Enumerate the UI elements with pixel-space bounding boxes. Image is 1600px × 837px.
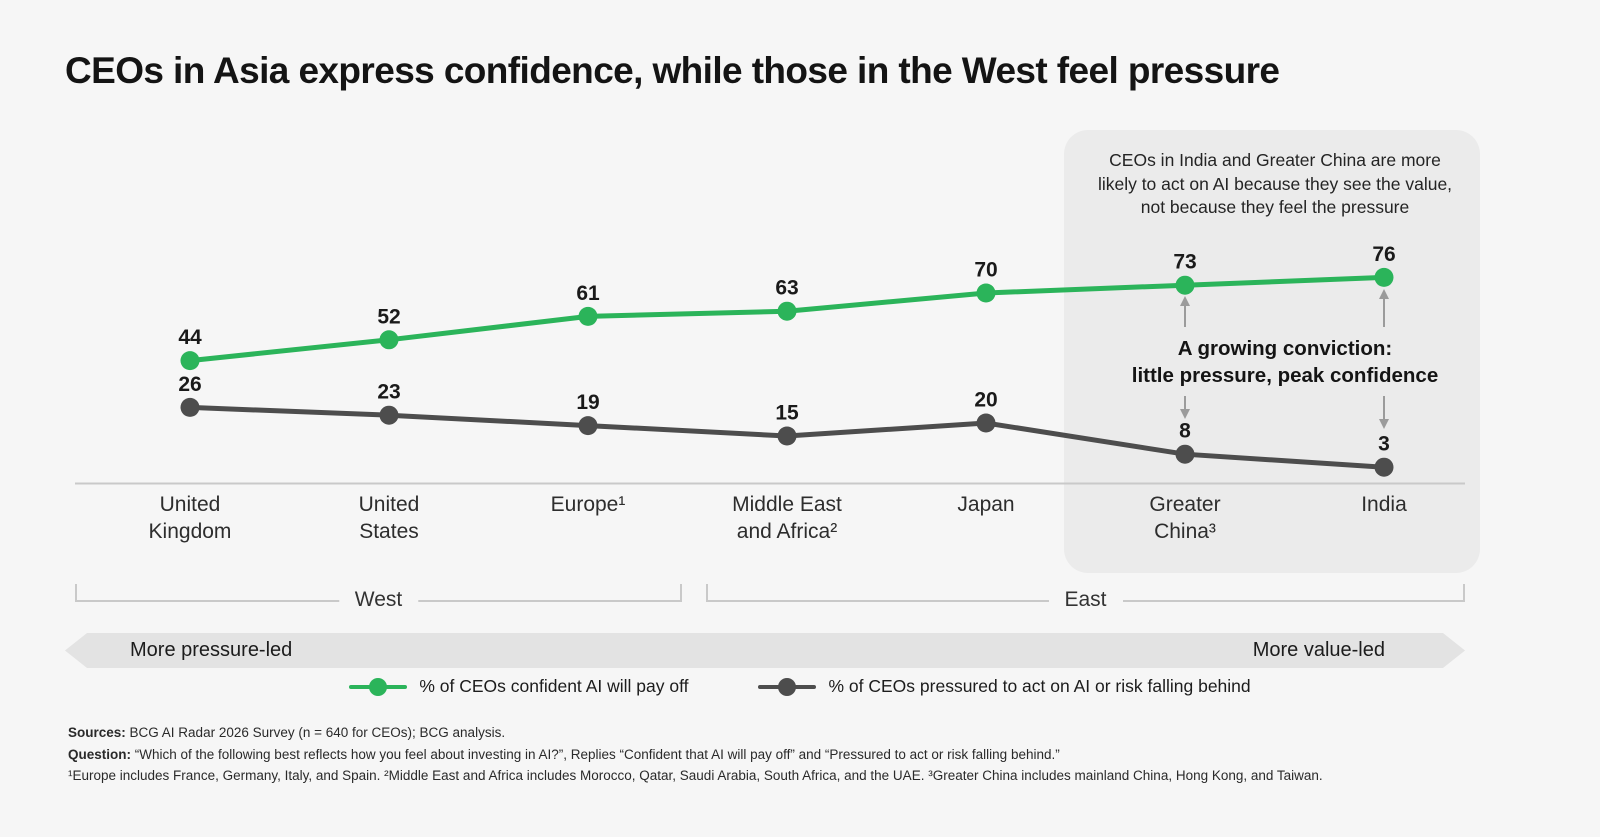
value-label: 23: [377, 381, 400, 404]
value-label: 26: [178, 373, 201, 396]
highlight-note-line: not because they feel the pressure: [1140, 197, 1410, 217]
footnote-question-text: “Which of the following best reflects ho…: [131, 746, 1060, 762]
bracket-east-label: East: [1048, 588, 1123, 612]
callout-text: A growing conviction: little pressure, p…: [1080, 335, 1490, 389]
value-label: 8: [1179, 420, 1191, 443]
footnote-sources-text: BCG AI Radar 2026 Survey (n = 640 for CE…: [125, 725, 506, 740]
highlight-note: CEOs in India and Greater China are more…: [1070, 149, 1480, 220]
arrow-up-india-icon: [1379, 289, 1389, 327]
arrow-up-greater-china-icon: [1180, 296, 1190, 327]
legend-item-pressured: % of CEOs pressured to act on AI or risk…: [758, 676, 1251, 697]
data-point: [777, 301, 797, 321]
data-point: [1175, 444, 1195, 464]
arrow-down-india-icon: [1379, 396, 1389, 429]
legend-label-confident: % of CEOs confident AI will pay off: [419, 676, 689, 696]
value-label: 3: [1378, 433, 1390, 456]
value-label: 70: [974, 259, 997, 282]
callout-line: A growing conviction:: [1177, 337, 1393, 360]
footnote-question: Question: “Which of the following best r…: [68, 744, 1323, 766]
data-point: [976, 283, 996, 303]
legend-item-confident: % of CEOs confident AI will pay off: [349, 676, 688, 697]
band-left-label: More pressure-led: [130, 639, 293, 661]
data-point: [777, 426, 797, 446]
legend-marker-pressured-icon: [758, 677, 817, 696]
band-right-label: More value-led: [1252, 639, 1385, 661]
chart-legend: % of CEOs confident AI will pay off % of…: [0, 676, 1600, 697]
data-point: [1374, 457, 1394, 477]
callout-line: little pressure, peak confidence: [1131, 364, 1439, 387]
series-layer: 44 52 61 63 70 73 76 26 23 19 15 20 8 3: [178, 243, 1396, 477]
bracket-east: East: [706, 584, 1465, 612]
annotation-arrows: [1180, 289, 1389, 429]
highlight-note-line: CEOs in India and Greater China are more: [1109, 150, 1441, 170]
value-label: 44: [178, 326, 202, 349]
value-label: 15: [775, 402, 799, 425]
data-point: [976, 413, 996, 433]
category-label: Middle East and Africa²: [732, 493, 842, 543]
category-label: Europe¹: [551, 493, 626, 516]
legend-label-pressured: % of CEOs pressured to act on AI or risk…: [828, 676, 1251, 696]
arrow-down-greater-china-icon: [1180, 396, 1190, 419]
category-label: United States: [359, 493, 420, 543]
footnote-sources-label: Sources:: [68, 725, 126, 740]
pressure-value-arrow-band: More pressure-led More value-led: [65, 633, 1465, 668]
data-point: [180, 351, 200, 371]
data-point: [578, 306, 598, 326]
category-label: Greater China³: [1149, 493, 1220, 543]
footnote-question-label: Question:: [68, 746, 131, 762]
value-label: 61: [576, 282, 600, 305]
page-title: CEOs in Asia express confidence, while t…: [65, 50, 1280, 91]
data-point: [1175, 275, 1195, 295]
footnote-sources: Sources: BCG AI Radar 2026 Survey (n = 6…: [68, 722, 1323, 744]
highlight-note-line: likely to act on AI because they see the…: [1097, 173, 1453, 194]
value-label: 73: [1173, 251, 1196, 274]
category-label: Japan: [957, 493, 1014, 516]
data-point: [379, 330, 399, 350]
data-point: [1374, 267, 1394, 287]
category-label: India: [1361, 493, 1407, 516]
bracket-west: West: [75, 584, 682, 612]
bracket-west-label: West: [338, 588, 419, 612]
data-point: [379, 405, 399, 425]
footnotes: Sources: BCG AI Radar 2026 Survey (n = 6…: [68, 722, 1323, 787]
footnote-regions: ¹Europe includes France, Germany, Italy,…: [68, 768, 1323, 783]
value-label: 20: [974, 389, 997, 412]
category-axis-labels: United Kingdom United States Europe¹ Middle E…: [149, 493, 1408, 543]
data-point: [578, 416, 598, 436]
category-label: United Kingdom: [149, 493, 232, 543]
data-point: [180, 397, 200, 417]
legend-marker-confident-icon: [349, 677, 408, 696]
value-label: 19: [576, 391, 599, 414]
value-label: 52: [377, 305, 400, 328]
value-label: 63: [775, 277, 798, 300]
value-label: 76: [1372, 243, 1395, 266]
